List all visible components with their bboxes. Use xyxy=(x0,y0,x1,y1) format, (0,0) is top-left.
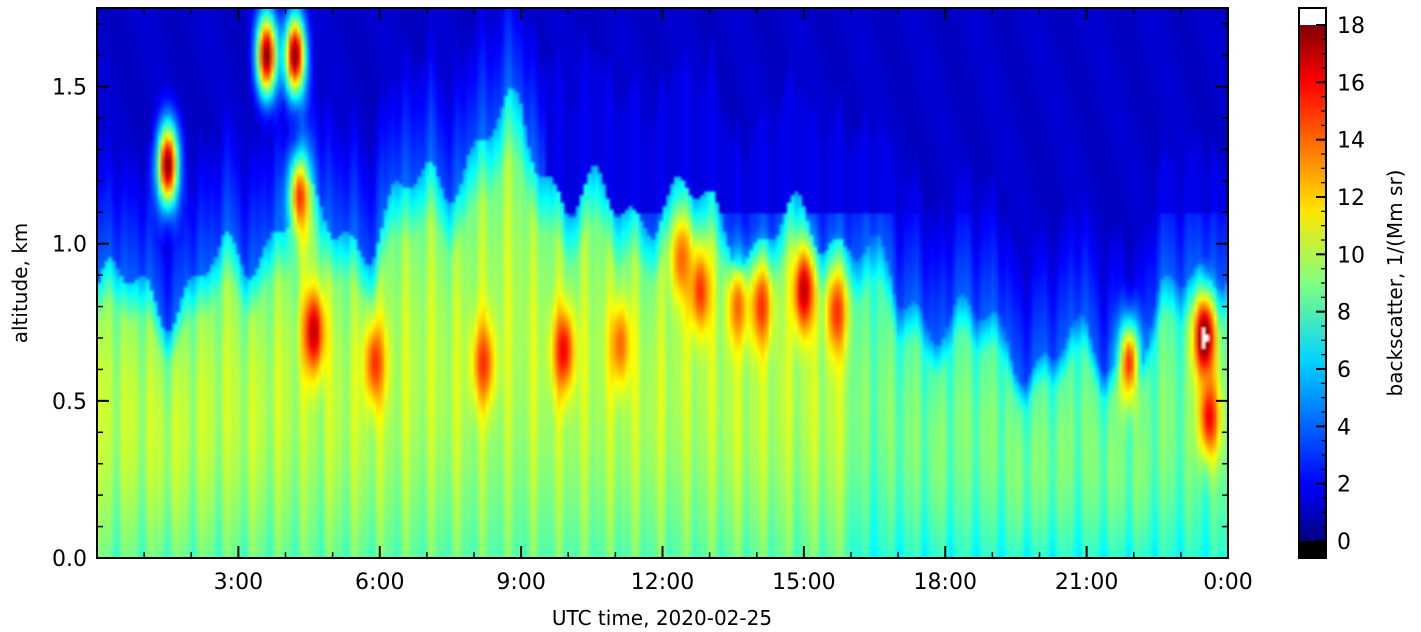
heatmap-image xyxy=(97,8,1228,558)
colorbar-tick-label: 18 xyxy=(1337,14,1365,39)
colorbar-under xyxy=(1299,541,1326,558)
x-tick-label: 15:00 xyxy=(772,570,835,595)
x-tick-label: 21:00 xyxy=(1055,570,1118,595)
x-tick-label: 3:00 xyxy=(214,570,263,595)
x-tick-label: 6:00 xyxy=(355,570,404,595)
colorbar-tick-label: 8 xyxy=(1337,301,1351,326)
x-tick-label: 12:00 xyxy=(631,570,694,595)
colorbar-tick-label: 12 xyxy=(1337,186,1365,211)
backscatter-heatmap xyxy=(97,8,1228,558)
x-axis-label: UTC time, 2020-02-25 xyxy=(552,606,772,630)
x-tick-label: 18:00 xyxy=(914,570,977,595)
colorbar-tick-label: 10 xyxy=(1337,243,1365,268)
y-tick-label: 1.5 xyxy=(52,76,87,101)
colorbar-over xyxy=(1299,8,1326,25)
x-tick-label: 9:00 xyxy=(496,570,545,595)
y-axis-label: altitude, km xyxy=(8,223,32,344)
x-tick-label: 0:00 xyxy=(1203,570,1252,595)
colorbar-ticks: 0 2 4 6 8 10 12 14 16 18 xyxy=(1316,14,1365,555)
colorbar-label: backscatter, 1/(Mm sr) xyxy=(1383,170,1407,397)
y-tick-label: 0.0 xyxy=(52,547,87,572)
colorbar-tick-label: 16 xyxy=(1337,71,1365,96)
colorbar-tick-label: 6 xyxy=(1337,358,1351,383)
colorbar: 0 2 4 6 8 10 12 14 16 18 xyxy=(1298,7,1365,559)
colorbar-tick-label: 0 xyxy=(1337,530,1351,555)
y-axis-ticks: 0.0 0.5 1.0 1.5 xyxy=(52,22,1228,572)
x-axis-ticks: 3:00 6:00 9:00 12:00 15:00 18:00 21:00 0:00 xyxy=(143,8,1253,595)
colorbar-tick-label: 2 xyxy=(1337,473,1351,498)
colorbar-tick-label: 14 xyxy=(1337,129,1365,154)
y-tick-label: 1.0 xyxy=(52,233,87,258)
colorbar-tick-label: 4 xyxy=(1337,415,1351,440)
y-tick-label: 0.5 xyxy=(52,390,87,415)
